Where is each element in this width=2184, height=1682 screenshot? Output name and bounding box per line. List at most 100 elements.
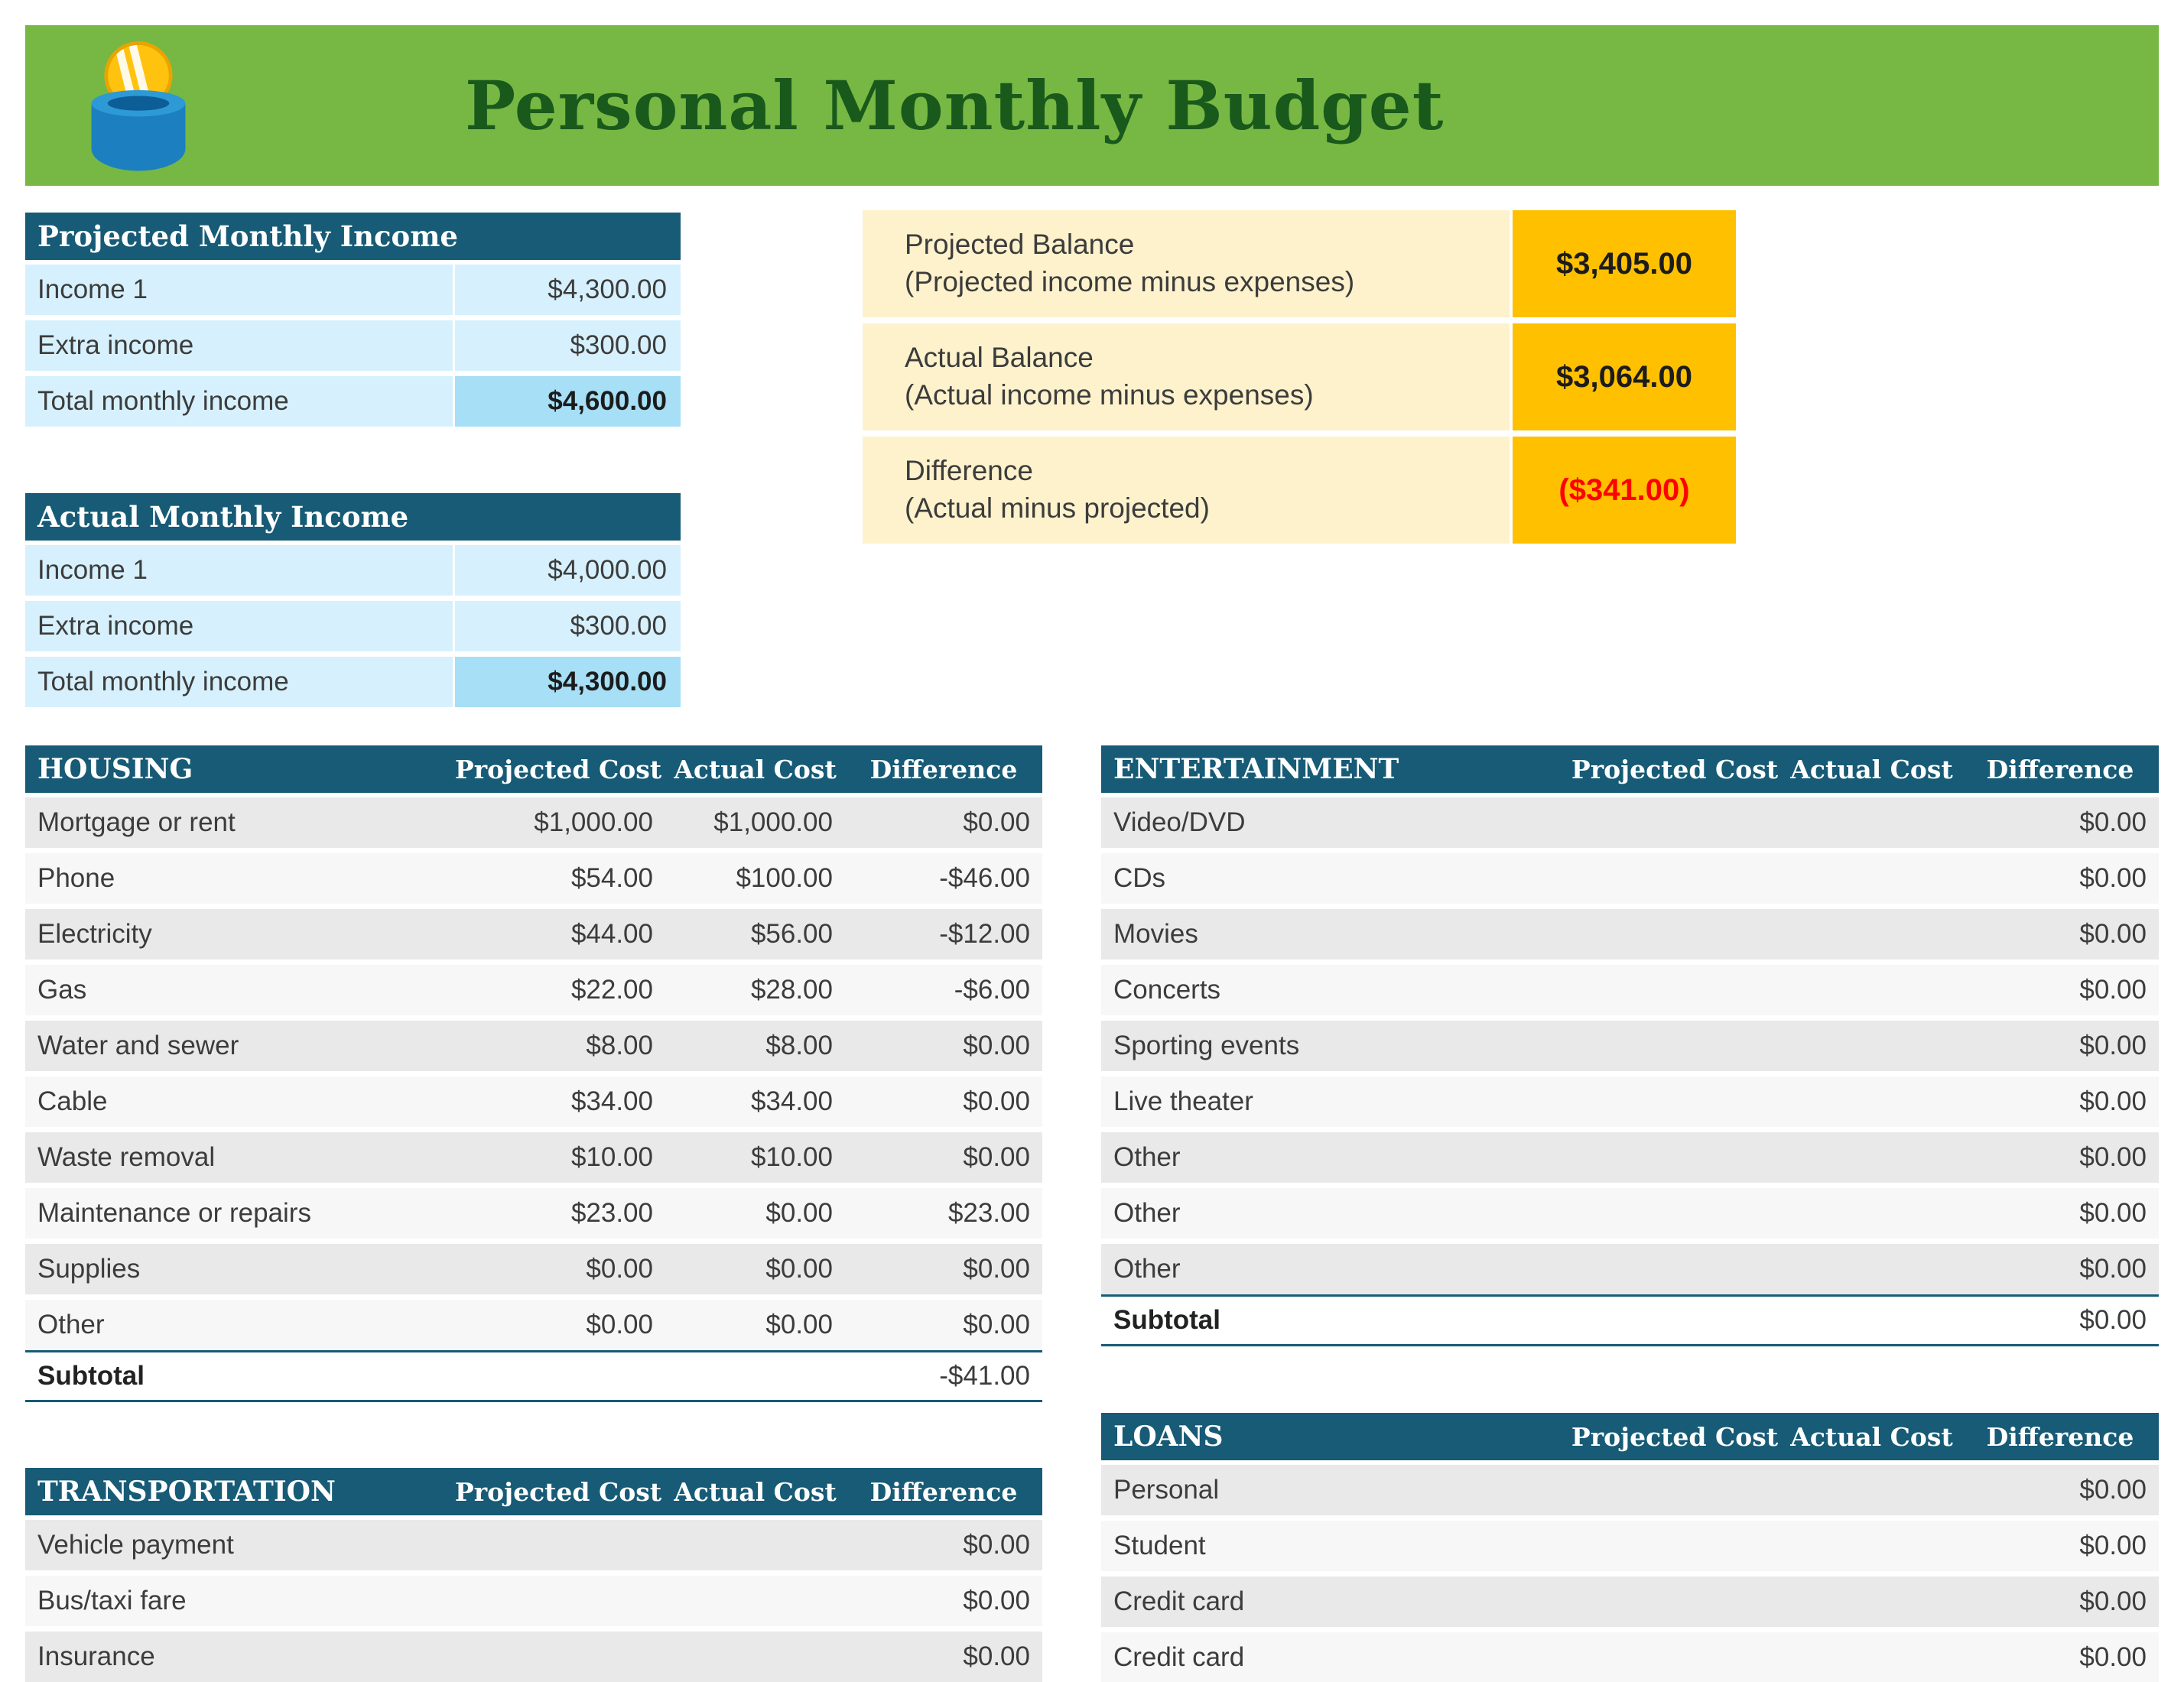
difference-cell[interactable]: $0.00 (963, 1586, 1030, 1615)
row-label-cell[interactable]: Electricity (37, 919, 152, 949)
income-label-cell[interactable]: Extra income (25, 601, 453, 651)
difference-cell[interactable]: $0.00 (2079, 807, 2147, 837)
difference-label-cell[interactable]: Difference (Actual minus projected) (863, 437, 1510, 544)
actual-income-header: Actual Monthly Income (25, 493, 681, 541)
income-total-label-cell[interactable]: Total monthly income (25, 657, 453, 707)
row-label-cell[interactable]: Personal (1113, 1475, 1220, 1505)
projected-cost-cell[interactable]: $44.00 (570, 919, 653, 949)
row-label-cell[interactable]: Waste removal (37, 1142, 216, 1172)
balance-sublabel: (Projected income minus expenses) (905, 266, 1355, 297)
table-row: Electricity $44.00 $56.00 -$12.00 (25, 909, 1042, 960)
row-label-cell[interactable]: Phone (37, 863, 115, 893)
projected-balance-label-cell[interactable]: Projected Balance (Projected income minu… (863, 210, 1510, 317)
row-label-cell[interactable]: Other (1113, 1142, 1181, 1172)
actual-balance-label-cell[interactable]: Actual Balance (Actual income minus expe… (863, 323, 1510, 430)
income-value-cell[interactable]: $300.00 (455, 601, 681, 651)
row-label-cell[interactable]: Insurance (37, 1641, 155, 1671)
difference-cell[interactable]: $0.00 (963, 1254, 1030, 1284)
difference-cell[interactable]: $0.00 (2079, 975, 2147, 1005)
row-label-cell[interactable]: Other (1113, 1198, 1181, 1228)
row-label-cell[interactable]: Maintenance or repairs (37, 1198, 311, 1228)
table-row: Mortgage or rent $1,000.00 $1,000.00 $0.… (25, 797, 1042, 848)
income-value-cell[interactable]: $4,300.00 (455, 265, 681, 315)
projected-cost-cell[interactable]: $34.00 (570, 1086, 653, 1116)
actual-cost-cell[interactable]: $10.00 (750, 1142, 833, 1172)
income-label-cell[interactable]: Income 1 (25, 265, 453, 315)
projected-cost-cell[interactable]: $8.00 (586, 1031, 653, 1060)
difference-cell[interactable]: $0.00 (963, 1086, 1030, 1116)
actual-cost-cell[interactable]: $8.00 (765, 1031, 833, 1060)
row-label-cell[interactable]: Bus/taxi fare (37, 1586, 187, 1615)
row-label-cell[interactable]: Sporting events (1113, 1031, 1300, 1060)
income-label-cell[interactable]: Income 1 (25, 545, 453, 596)
difference-cell[interactable]: $0.00 (963, 1641, 1030, 1671)
actual-cost-cell[interactable]: $0.00 (765, 1310, 833, 1339)
table-row: CDs $0.00 (1101, 853, 2159, 904)
row-label-cell[interactable]: Other (37, 1310, 105, 1339)
difference-cell[interactable]: $0.00 (2079, 1086, 2147, 1116)
table-title: HOUSING (37, 753, 193, 785)
difference-cell[interactable]: $0.00 (963, 1530, 1030, 1560)
row-label-cell[interactable]: Credit card (1113, 1642, 1245, 1672)
subtotal-label-cell[interactable]: Subtotal (1113, 1305, 1220, 1335)
actual-cost-cell[interactable]: $1,000.00 (713, 807, 833, 837)
projected-cost-cell[interactable]: $22.00 (570, 975, 653, 1005)
difference-cell[interactable]: $0.00 (2079, 1254, 2147, 1284)
income-value-cell[interactable]: $300.00 (455, 320, 681, 371)
actual-cost-cell[interactable]: $0.00 (765, 1254, 833, 1284)
difference-cell[interactable]: $0.00 (2079, 1142, 2147, 1172)
difference-cell[interactable]: $23.00 (947, 1198, 1030, 1228)
difference-cell[interactable]: $0.00 (2079, 863, 2147, 893)
actual-balance-value-cell[interactable]: $3,064.00 (1513, 323, 1736, 430)
income-value-cell[interactable]: $4,000.00 (455, 545, 681, 596)
row-label-cell[interactable]: Other (1113, 1254, 1181, 1284)
difference-cell[interactable]: $0.00 (963, 1310, 1030, 1339)
subtotal-label-cell[interactable]: Subtotal (37, 1361, 145, 1391)
row-label-cell[interactable]: Movies (1113, 919, 1198, 949)
row-label-cell[interactable]: CDs (1113, 863, 1166, 893)
actual-cost-cell[interactable]: $28.00 (750, 975, 833, 1005)
income-total-value-cell[interactable]: $4,300.00 (455, 657, 681, 707)
difference-cell[interactable]: -$6.00 (954, 975, 1030, 1005)
projected-cost-cell[interactable]: $0.00 (586, 1254, 653, 1284)
difference-cell[interactable]: -$12.00 (939, 919, 1030, 949)
row-label-cell[interactable]: Concerts (1113, 975, 1221, 1005)
row-label-cell[interactable]: Student (1113, 1531, 1206, 1560)
difference-cell[interactable]: $0.00 (2079, 1642, 2147, 1672)
actual-cost-cell[interactable]: $100.00 (736, 863, 833, 893)
row-label-cell[interactable]: Supplies (37, 1254, 141, 1284)
projected-balance-value-cell[interactable]: $3,405.00 (1513, 210, 1736, 317)
actual-cost-cell[interactable]: $34.00 (750, 1086, 833, 1116)
income-total-value-cell[interactable]: $4,600.00 (455, 376, 681, 427)
row-label-cell[interactable]: Mortgage or rent (37, 807, 236, 837)
projected-cost-cell[interactable]: $1,000.00 (534, 807, 653, 837)
row-label-cell[interactable]: Water and sewer (37, 1031, 239, 1060)
row-label-cell[interactable]: Cable (37, 1086, 108, 1116)
income-total-label-cell[interactable]: Total monthly income (25, 376, 453, 427)
difference-cell[interactable]: $0.00 (2079, 1475, 2147, 1505)
projected-cost-cell[interactable]: $23.00 (570, 1198, 653, 1228)
difference-cell[interactable]: $0.00 (963, 1031, 1030, 1060)
projected-cost-cell[interactable]: $54.00 (570, 863, 653, 893)
actual-cost-cell[interactable]: $56.00 (750, 919, 833, 949)
projected-cost-cell[interactable]: $0.00 (586, 1310, 653, 1339)
row-label-cell[interactable]: Video/DVD (1113, 807, 1246, 837)
subtotal-difference-cell[interactable]: -$41.00 (939, 1361, 1030, 1391)
difference-value-cell[interactable]: ($341.00) (1513, 437, 1736, 544)
row-label-cell[interactable]: Vehicle payment (37, 1530, 234, 1560)
difference-cell[interactable]: $0.00 (2079, 1031, 2147, 1060)
subtotal-difference-cell[interactable]: $0.00 (2079, 1305, 2147, 1335)
difference-cell[interactable]: $0.00 (2079, 1531, 2147, 1560)
projected-cost-cell[interactable]: $10.00 (570, 1142, 653, 1172)
actual-cost-cell[interactable]: $0.00 (765, 1198, 833, 1228)
difference-cell[interactable]: $0.00 (963, 1142, 1030, 1172)
difference-cell[interactable]: $0.00 (2079, 1198, 2147, 1228)
row-label-cell[interactable]: Credit card (1113, 1586, 1245, 1616)
difference-cell[interactable]: $0.00 (2079, 919, 2147, 949)
difference-cell[interactable]: -$46.00 (939, 863, 1030, 893)
row-label-cell[interactable]: Gas (37, 975, 87, 1005)
difference-cell[interactable]: $0.00 (963, 807, 1030, 837)
income-label-cell[interactable]: Extra income (25, 320, 453, 371)
row-label-cell[interactable]: Live theater (1113, 1086, 1253, 1116)
difference-cell[interactable]: $0.00 (2079, 1586, 2147, 1616)
